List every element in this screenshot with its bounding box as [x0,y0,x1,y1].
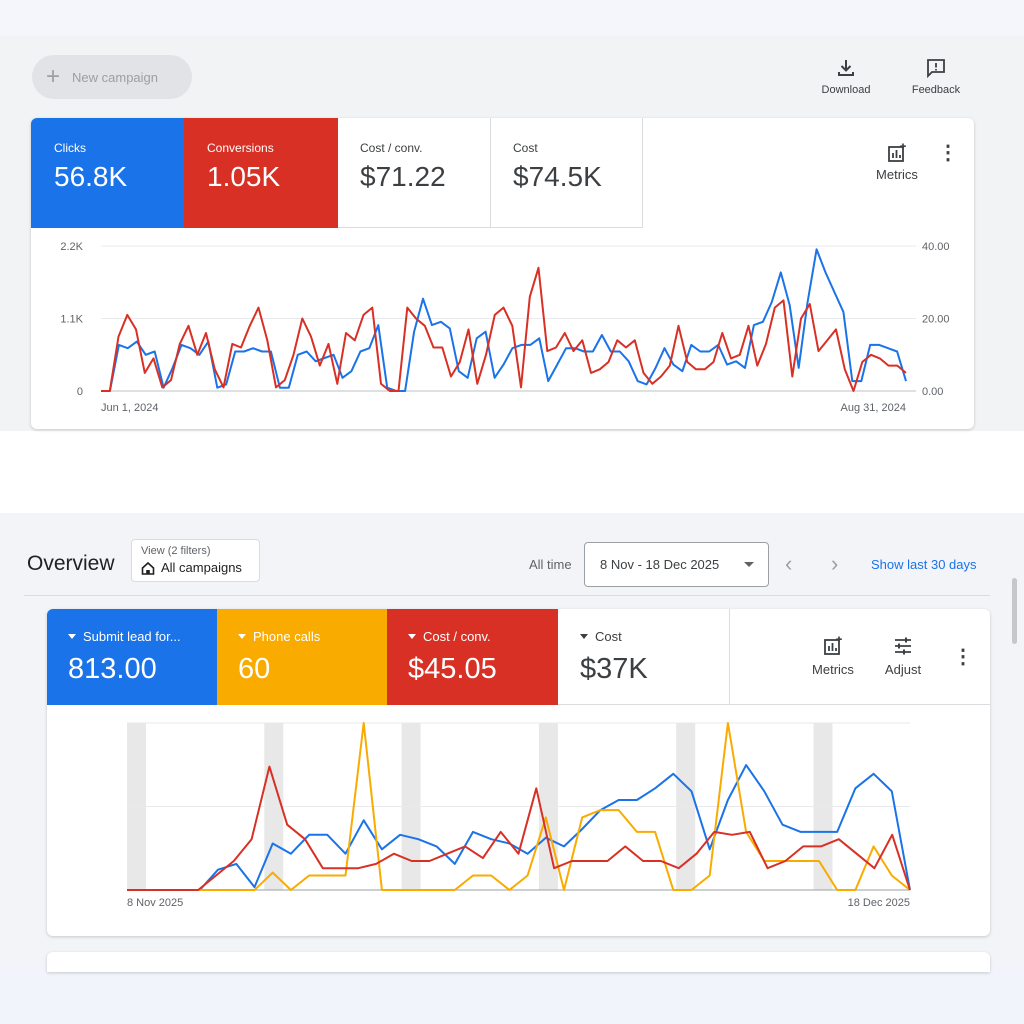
home-icon [141,561,155,575]
metric-tile-phone-calls[interactable]: Phone calls 60 [217,609,387,705]
overview-card: Submit lead for... 813.00 Phone calls 60… [47,609,990,936]
performance-line-chart: 2.2K 40.00 1.1K 20.00 0 0.00 Jun 1, 2024 Aug 31… [60,241,950,414]
x-tick-label: 8 Nov 2025 [127,897,183,909]
metric-label: Cost / conv. [360,141,423,155]
metrics-button[interactable]: Metrics [869,143,925,182]
metric-tile-conversions[interactable]: Conversions 1.05K [184,118,338,228]
series-line-phone-calls [127,722,911,891]
metric-label: Cost [595,629,622,644]
metric-value: $45.05 [408,653,497,685]
new-campaign-label: New campaign [72,69,159,85]
bottom-band [0,963,1024,1024]
tiles-divider [730,704,990,705]
view-filters-label: View (2 filters) [141,545,211,557]
series-line-submit-lead-for- [127,764,911,891]
metric-tile-clicks[interactable]: Clicks 56.8K [31,118,184,228]
metric-value: $37K [580,653,648,685]
view-filter-selector[interactable]: View (2 filters) All campaigns [131,539,260,582]
metrics-label: Metrics [812,662,854,677]
metric-value: 1.05K [207,161,281,192]
feedback-button[interactable]: Feedback [901,58,971,96]
all-time-label: All time [529,557,572,572]
separator-band [0,431,1024,513]
metric-tile-cost-per-conv[interactable]: Cost / conv. $71.22 [338,118,491,228]
new-campaign-button[interactable]: + New campaign [32,55,192,99]
metric-value: 56.8K [54,161,128,192]
metrics-label: Metrics [876,167,918,182]
metric-value: $71.22 [360,161,446,192]
y-tick-label: 2.2K [60,241,83,253]
feedback-label: Feedback [911,84,961,96]
download-label: Download [821,84,871,96]
page-title: Overview [27,552,115,575]
feedback-icon [901,58,971,78]
y-tick-label: 1.1K [60,314,83,326]
divider [24,595,990,596]
series-line-conversions [101,266,907,392]
y-tick-label: 0 [77,386,83,398]
more-options-icon[interactable]: ⋮ [938,142,958,164]
x-tick-label: Jun 1, 2024 [101,402,159,414]
performance-card: Clicks 56.8K Conversions 1.05K Cost / co… [31,118,974,429]
metrics-chart-icon [805,636,861,656]
metric-label: Phone calls [253,629,321,644]
x-tick-label: Aug 31, 2024 [841,402,906,414]
date-range-value: 8 Nov - 18 Dec 2025 [600,557,720,572]
dropdown-caret-icon [408,634,416,639]
dropdown-caret-icon [68,634,76,639]
next-period-icon[interactable]: › [831,551,839,576]
metric-tile-submit-lead[interactable]: Submit lead for... 813.00 [47,609,217,705]
scrollbar[interactable] [1012,578,1017,644]
metric-label: Cost / conv. [423,629,491,644]
overview-line-chart: 8 Nov 2025 18 Dec 2025 [127,722,911,909]
download-icon [811,58,881,78]
metric-tile-cost-per-conv[interactable]: Cost / conv. $45.05 [387,609,558,705]
more-options-icon[interactable]: ⋮ [953,646,973,668]
metrics-chart-icon [869,143,925,163]
dropdown-caret-icon [238,634,246,639]
download-button[interactable]: Download [811,58,881,96]
y-right-tick-label: 0.00 [922,386,943,398]
metric-tile-cost[interactable]: Cost $37K [558,609,730,705]
x-tick-label: 18 Dec 2025 [848,897,910,909]
metrics-button[interactable]: Metrics [805,636,861,677]
series-line-clicks [101,248,907,392]
top-band [0,0,1024,36]
metric-value: $74.5K [513,161,602,192]
adjust-button[interactable]: Adjust [876,636,930,677]
show-last-30-days-link[interactable]: Show last 30 days [871,557,977,572]
y-right-tick-label: 20.00 [922,314,950,326]
previous-period-icon[interactable]: ‹ [785,551,793,576]
plus-icon: + [46,63,61,90]
metric-label: Submit lead for... [83,629,181,644]
next-card [47,952,990,972]
y-right-tick-label: 40.00 [922,241,950,253]
dropdown-caret-icon [744,562,754,567]
tune-icon [876,636,930,656]
metric-value: 60 [238,653,271,685]
dropdown-caret-icon [580,634,588,639]
metric-label: Conversions [207,141,274,155]
adjust-label: Adjust [884,662,922,677]
metric-tile-cost[interactable]: Cost $74.5K [491,118,643,228]
metric-value: 813.00 [68,653,157,685]
date-range-select[interactable]: 8 Nov - 18 Dec 2025 [584,542,769,587]
series-line-cost-conv- [127,765,911,891]
metric-label: Cost [513,141,538,155]
metric-label: Clicks [54,141,86,155]
view-value: All campaigns [161,560,242,575]
